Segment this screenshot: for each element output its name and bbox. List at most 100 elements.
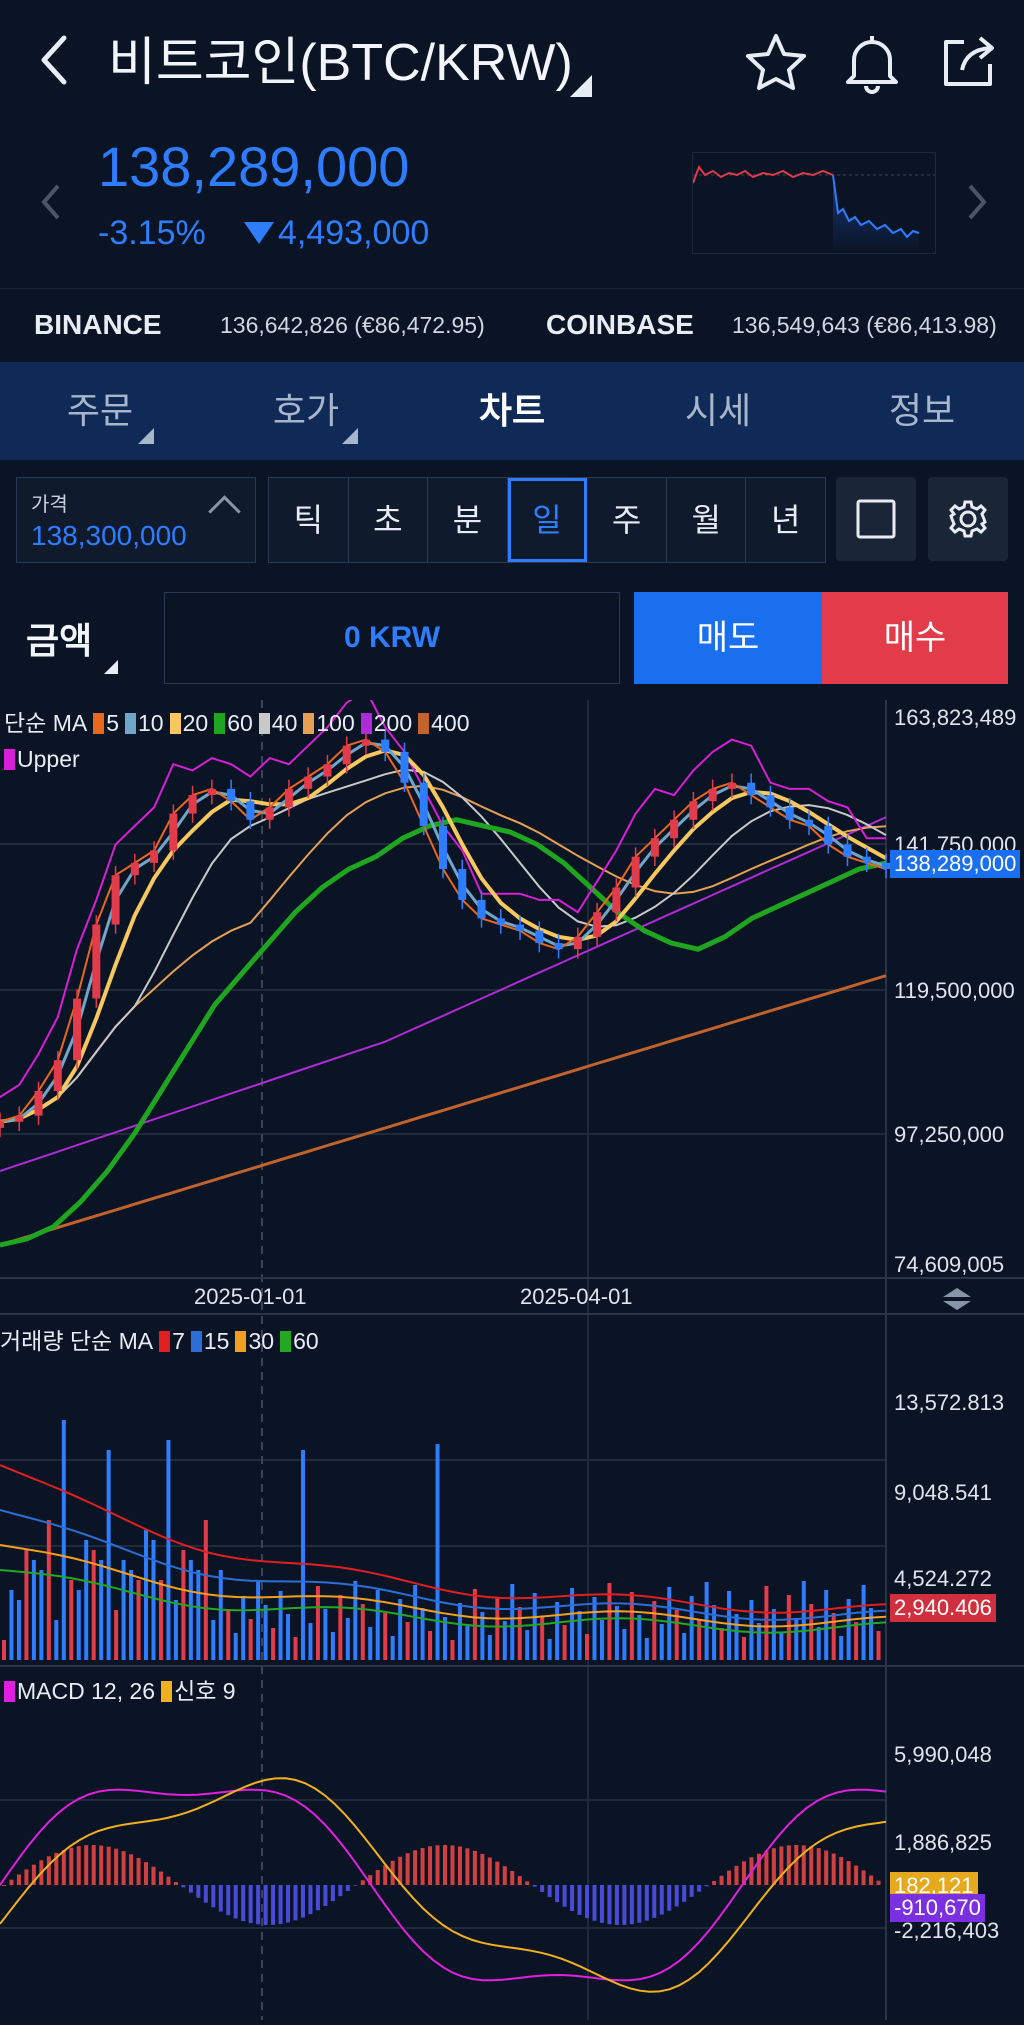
volume-bar (465, 1626, 470, 1660)
macd-histogram-bar (480, 1853, 485, 1885)
candle-body (92, 924, 101, 999)
mini-sparkline[interactable] (692, 152, 936, 254)
dropdown-triangle-icon[interactable] (104, 660, 118, 674)
candle-body (573, 936, 582, 950)
volume-bar (570, 1588, 575, 1660)
star-icon[interactable] (744, 30, 808, 94)
candle-body (381, 739, 390, 752)
current-price: 138,289,000 (98, 135, 410, 198)
legend-swatch (169, 713, 181, 734)
page-title[interactable]: 비트코인(BTC/KRW) (108, 34, 573, 92)
resize-handle-icon[interactable] (940, 1286, 974, 1317)
macd-histogram-bar (211, 1885, 216, 1908)
volume-bar (428, 1631, 433, 1660)
macd-histogram-bar (24, 1869, 29, 1885)
ma-200-line (0, 816, 887, 1173)
macd-histogram-bar (203, 1885, 208, 1903)
fullscreen-button[interactable] (836, 477, 916, 561)
volume-axis-tick: 13,572.813 (894, 1390, 1005, 1415)
volume-bar (136, 1580, 141, 1660)
volume-bar (457, 1603, 462, 1660)
chart-settings-button[interactable] (928, 477, 1008, 561)
candle-body (631, 856, 640, 888)
period-tick[interactable]: 틱 (269, 478, 349, 562)
volume-bar (129, 1570, 134, 1660)
volume-bar (801, 1581, 806, 1660)
period-second[interactable]: 초 (349, 478, 429, 562)
period-month[interactable]: 월 (667, 478, 747, 562)
sell-button[interactable]: 매도 (634, 592, 822, 684)
volume-bar (218, 1570, 223, 1660)
volume-bar (532, 1593, 537, 1660)
price-selector[interactable]: 가격 138,300,000 (16, 477, 256, 563)
tab-info[interactable]: 정보 (888, 390, 956, 431)
amount-label[interactable]: 금액 (26, 620, 93, 661)
macd-legend: MACD 12, 26 신호 9 (4, 1672, 236, 1706)
candle-body (882, 862, 890, 870)
legend-swatch (159, 1331, 171, 1352)
volume-bar (241, 1596, 246, 1660)
legend-swatch (235, 1331, 247, 1352)
volume-bar (547, 1639, 552, 1660)
amount-input[interactable]: 0 KRW (164, 592, 620, 684)
macd-histogram-bar (734, 1865, 739, 1885)
macd-histogram-bar (31, 1864, 36, 1885)
macd-histogram-bar (54, 1852, 59, 1885)
next-coin-icon[interactable] (962, 180, 992, 235)
macd-histogram-bar (487, 1857, 492, 1885)
volume-bar (360, 1604, 365, 1660)
volume-bar (741, 1637, 746, 1660)
volume-bar (727, 1591, 732, 1660)
prev-coin-icon[interactable] (36, 180, 66, 235)
candle-body (342, 745, 351, 765)
macd-histogram-bar (248, 1885, 253, 1924)
ma-40-line (0, 768, 887, 1123)
macd-histogram-bar (697, 1885, 702, 1892)
tab-order[interactable]: 주문 (66, 390, 134, 431)
period-day[interactable]: 일 (507, 478, 588, 562)
macd-histogram-bar (286, 1885, 291, 1923)
chart-area[interactable]: 단순 MA 5 10 20 60 40 100 200 400 Upper 163,823,48… (0, 688, 1024, 2020)
volume-bar (9, 1590, 14, 1660)
tab-orderbook[interactable]: 호가 (272, 390, 340, 431)
candle-body (747, 782, 756, 796)
candle-body (361, 739, 370, 746)
volume-bar (719, 1628, 724, 1660)
bell-icon[interactable] (840, 30, 904, 94)
tab-chart[interactable]: 차트 (478, 390, 546, 431)
legend-label: 60 (227, 710, 253, 736)
candle-body (34, 1090, 43, 1116)
candle-body (304, 776, 313, 789)
tab-quotes[interactable]: 시세 (684, 390, 752, 431)
candle-body (593, 912, 602, 937)
legend-swatch (190, 1331, 202, 1352)
buy-button[interactable]: 매수 (822, 592, 1008, 684)
candle-body (554, 943, 563, 950)
macd-histogram-bar (577, 1885, 582, 1915)
dropdown-triangle-icon[interactable] (570, 75, 592, 97)
ma-10-line (0, 741, 887, 1124)
volume-bar (756, 1623, 761, 1660)
volume-bar (173, 1600, 178, 1660)
volume-bar (779, 1632, 784, 1660)
macd-histogram-bar (622, 1885, 627, 1925)
share-icon[interactable] (938, 30, 1002, 94)
volume-bar (61, 1420, 66, 1660)
period-year[interactable]: 년 (771, 502, 801, 538)
legend-label: 5 (106, 710, 120, 736)
period-selector: 틱 초 분 일 주 월 년 (268, 477, 826, 563)
macd-histogram-bar (383, 1865, 388, 1885)
volume-bar (652, 1601, 657, 1660)
macd-histogram-bar (712, 1880, 717, 1885)
period-week[interactable]: 주 (587, 478, 667, 562)
macd-histogram-bar (2, 1885, 6, 1886)
back-icon[interactable] (36, 30, 76, 90)
ma-100-line (0, 784, 887, 1123)
price-selector-value: 138,300,000 (31, 520, 187, 551)
volume-bar (816, 1627, 821, 1660)
volume-bar (106, 1450, 111, 1660)
macd-histogram-bar (547, 1885, 552, 1898)
period-minute[interactable]: 분 (428, 478, 508, 562)
chart-canvas[interactable] (0, 688, 1024, 2020)
legend-swatch (125, 713, 137, 734)
